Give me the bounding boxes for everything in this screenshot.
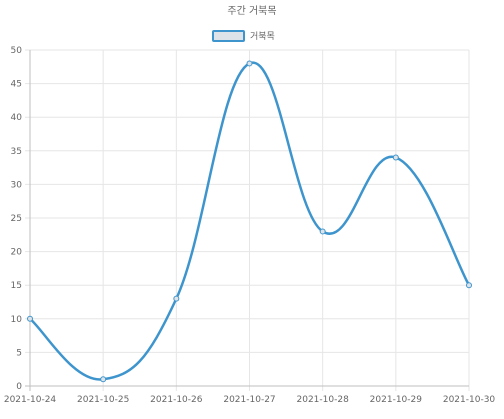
y-tick-label: 15 xyxy=(11,281,22,291)
y-tick-label: 0 xyxy=(16,382,22,392)
data-point[interactable] xyxy=(319,228,326,235)
grid xyxy=(25,49,470,391)
x-tick-label: 2021-10-30 xyxy=(443,395,496,405)
y-axis-ticks: 0 5 10 15 20 25 30 35 40 45 50 xyxy=(11,46,23,392)
x-tick-label: 2021-10-28 xyxy=(297,395,350,405)
data-point[interactable] xyxy=(27,315,33,322)
x-axis-ticks: 2021-10-24 2021-10-25 2021-10-26 2021-10-27… xyxy=(4,395,496,405)
y-tick-label: 45 xyxy=(11,80,22,90)
y-tick-label: 25 xyxy=(11,214,22,224)
x-tick-label: 2021-10-26 xyxy=(150,395,203,405)
y-tick-label: 50 xyxy=(11,46,23,56)
legend-swatch xyxy=(212,30,245,42)
series-group xyxy=(27,60,472,383)
y-tick-label: 20 xyxy=(11,248,23,258)
x-tick-label: 2021-10-24 xyxy=(4,395,57,405)
chart-title: 주간 거북목 xyxy=(227,5,276,17)
y-tick-label: 40 xyxy=(11,113,23,123)
x-tick-label: 2021-10-27 xyxy=(223,395,275,405)
legend-label: 거북목 xyxy=(250,31,275,42)
data-point[interactable] xyxy=(466,282,472,289)
y-tick-label: 35 xyxy=(11,147,22,157)
y-tick-label: 10 xyxy=(11,315,23,325)
data-point[interactable] xyxy=(392,154,399,161)
data-point[interactable] xyxy=(173,295,180,302)
x-tick-label: 2021-10-29 xyxy=(370,395,423,405)
y-tick-label: 30 xyxy=(11,180,23,190)
data-point[interactable] xyxy=(100,376,107,383)
y-tick-label: 5 xyxy=(16,348,22,358)
axes xyxy=(29,50,469,387)
data-point[interactable] xyxy=(246,60,253,67)
x-tick-label: 2021-10-25 xyxy=(77,395,129,405)
legend[interactable]: 거북목 xyxy=(212,30,275,42)
